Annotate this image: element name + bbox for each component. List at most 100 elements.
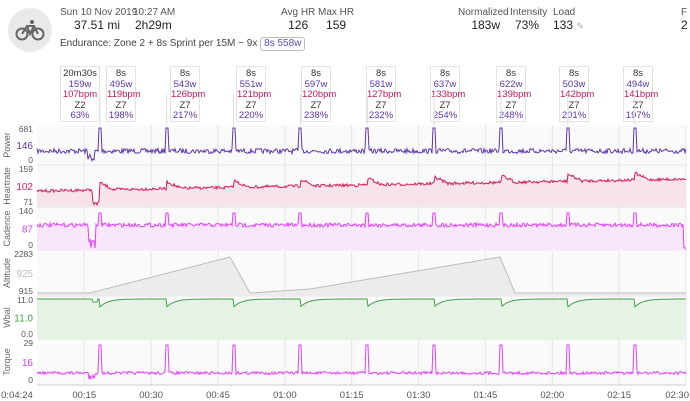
interval-box[interactable]: 8s 495w 119bpm Z7 198% xyxy=(106,66,141,122)
interval-zone: Z7 xyxy=(632,99,644,111)
panel-tick: 71 xyxy=(24,197,34,207)
load-value: 133 xyxy=(553,18,574,32)
interval-pct: 198% xyxy=(108,110,134,121)
panel-line xyxy=(37,298,686,308)
time-axis-tick: 02:30 xyxy=(665,390,689,401)
time-axis-tick: 00:15 xyxy=(72,390,96,401)
intensity-block: Intensity 73% xyxy=(510,7,547,32)
interval-watts: 597w xyxy=(304,78,328,90)
interval-dur: 8s xyxy=(632,68,644,79)
max-hr-value: 159 xyxy=(326,18,347,32)
panel-tick: 0 xyxy=(28,375,33,385)
interval-pct: 217% xyxy=(172,110,198,121)
interval-dur: 8s xyxy=(179,68,191,79)
panel-area xyxy=(37,299,686,339)
interval-zone: Z7 xyxy=(375,99,387,111)
interval-box[interactable]: 8s 503w 142bpm Z7 201% xyxy=(559,66,594,122)
interval-watts: 159w xyxy=(68,78,92,90)
interval-badge[interactable]: 8s 558w xyxy=(260,37,306,51)
interval-zone: Z7 xyxy=(439,99,451,111)
panel-line xyxy=(36,171,687,207)
panel-tick: 146 xyxy=(16,141,33,152)
interval-hr: 107bpm xyxy=(62,89,98,100)
panel-tick: 159 xyxy=(19,164,33,174)
interval-hr: 126bpm xyxy=(171,89,206,100)
interval-box[interactable]: 8s 551w 121bpm Z7 220% xyxy=(236,66,272,122)
load-block: Load 133 ✎ xyxy=(553,7,584,32)
activity-avatar[interactable] xyxy=(8,8,52,52)
panel-tick: 2283 xyxy=(14,249,33,259)
panel-line xyxy=(36,127,687,162)
panel-label: Wbal xyxy=(2,307,12,328)
interval-pct: 63% xyxy=(70,110,90,121)
panel-line xyxy=(36,212,686,249)
interval-pct: 248% xyxy=(498,110,524,121)
panel-label: Altitude xyxy=(2,258,12,288)
max-hr-label: Max HR xyxy=(318,7,355,18)
interval-box[interactable]: 8s 597w 120bpm Z7 238% xyxy=(301,66,337,122)
panel-line xyxy=(37,256,686,294)
description-text: Endurance: Zone 2 + 8s Sprint per 15M ~ … xyxy=(60,38,258,49)
panel-tick: 0.0 xyxy=(21,329,33,339)
interval-pct: 232% xyxy=(368,110,394,121)
interval-hr: 119bpm xyxy=(107,89,141,100)
interval-pct: 201% xyxy=(561,110,587,121)
interval-hr: 139bpm xyxy=(497,89,532,100)
interval-zone: Z2 xyxy=(74,99,86,111)
interval-hr: 121bpm xyxy=(237,89,272,100)
avg-hr-block: Avg HR 126 xyxy=(281,7,315,32)
intensity-value: 73% xyxy=(514,18,540,32)
panel-line xyxy=(36,344,687,380)
interval-box[interactable]: 20m30s 159w 107bpm Z2 63% xyxy=(60,66,100,122)
panel-tick: 102 xyxy=(16,182,33,193)
panel-tick: 140 xyxy=(19,206,33,216)
interval-box[interactable]: 8s 581w 127bpm Z7 232% xyxy=(366,66,401,122)
interval-zone: Z7 xyxy=(245,99,257,111)
load-label: Load xyxy=(553,7,576,18)
time-axis-tick: 0:04:24 xyxy=(1,390,33,401)
bicycle-icon xyxy=(15,20,45,41)
interval-zone: Z7 xyxy=(310,99,322,111)
interval-box[interactable]: 8s 543w 126bpm Z7 217% xyxy=(170,66,206,122)
interval-box[interactable]: 8s 637w 133bpm Z7 254% xyxy=(430,66,466,122)
panel-tick: 681 xyxy=(19,124,33,134)
panel-tick: 925 xyxy=(16,269,33,280)
interval-box[interactable]: 8s 494w 141bpm Z7 197% xyxy=(623,66,658,122)
time-axis-tick: 01:00 xyxy=(273,390,297,401)
time-axis-tick: 01:30 xyxy=(407,390,431,401)
f-value: 2 xyxy=(681,18,688,32)
panel-tick: 87 xyxy=(22,225,34,236)
interval-zone: Z7 xyxy=(115,99,127,111)
f-label: F xyxy=(681,7,688,18)
avg-hr-label: Avg HR xyxy=(281,7,316,18)
panel-tick: 29 xyxy=(24,338,34,348)
panel-label: Heartrate xyxy=(2,167,12,205)
avg-hr-value: 126 xyxy=(288,18,309,32)
panel-tick: 0 xyxy=(28,240,33,250)
normalized-block: Normalized 183w xyxy=(458,7,509,32)
edit-pencil-icon[interactable]: ✎ xyxy=(576,21,584,31)
panel-tick: 11.0 xyxy=(17,295,33,305)
interval-pct: 254% xyxy=(432,110,458,121)
panel-label: Cadence xyxy=(2,210,12,246)
f-block: F 2 xyxy=(681,7,688,32)
interval-zone: Z7 xyxy=(505,99,517,111)
interval-box[interactable]: 8s 622w 139bpm Z7 248% xyxy=(496,66,532,122)
activity-distance: 37.51 mi xyxy=(74,18,121,32)
max-hr-block: Max HR 159 xyxy=(318,7,354,32)
interval-hr: 133bpm xyxy=(431,89,466,100)
interval-dur: 8s xyxy=(375,68,387,79)
chart-background xyxy=(37,125,686,385)
time-axis-tick: 00:45 xyxy=(206,390,230,401)
interval-watts: 622w xyxy=(499,78,523,90)
interval-dur: 8s xyxy=(310,68,322,79)
interval-pct: 238% xyxy=(303,110,329,121)
panel-tick: 0 xyxy=(28,155,33,165)
interval-hr: 120bpm xyxy=(302,89,337,100)
interval-dur: 8s xyxy=(439,68,451,79)
interval-dur: 8s xyxy=(505,68,517,79)
interval-watts: 494w xyxy=(626,78,650,90)
normalized-label: Normalized xyxy=(458,7,509,18)
interval-dur: 8s xyxy=(245,68,257,79)
